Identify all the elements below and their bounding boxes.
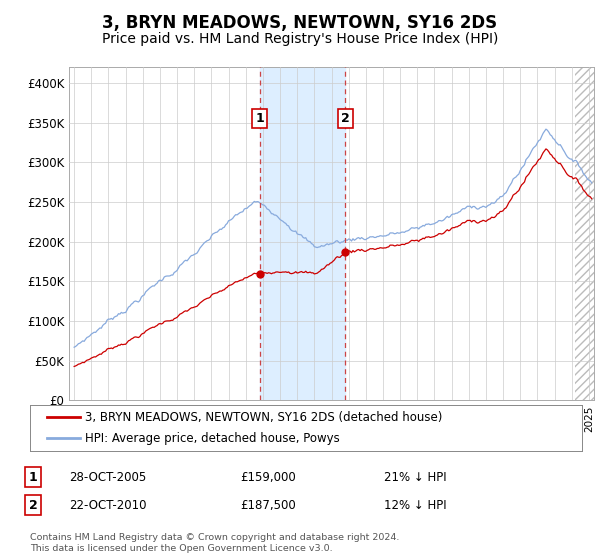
Text: 2: 2: [29, 498, 37, 512]
Text: 2: 2: [341, 112, 350, 125]
Text: 21% ↓ HPI: 21% ↓ HPI: [384, 470, 446, 484]
Text: Price paid vs. HM Land Registry's House Price Index (HPI): Price paid vs. HM Land Registry's House …: [102, 32, 498, 46]
Text: 3, BRYN MEADOWS, NEWTOWN, SY16 2DS (detached house): 3, BRYN MEADOWS, NEWTOWN, SY16 2DS (deta…: [85, 411, 443, 424]
Text: HPI: Average price, detached house, Powys: HPI: Average price, detached house, Powy…: [85, 432, 340, 445]
Text: 3, BRYN MEADOWS, NEWTOWN, SY16 2DS: 3, BRYN MEADOWS, NEWTOWN, SY16 2DS: [103, 14, 497, 32]
Bar: [260, 67, 346, 400]
Text: 1: 1: [29, 470, 37, 484]
Bar: [575, 67, 594, 400]
Bar: [575, 67, 594, 400]
Text: £159,000: £159,000: [240, 470, 296, 484]
Text: Contains HM Land Registry data © Crown copyright and database right 2024.
This d: Contains HM Land Registry data © Crown c…: [30, 533, 400, 553]
Text: 28-OCT-2005: 28-OCT-2005: [69, 470, 146, 484]
Text: 12% ↓ HPI: 12% ↓ HPI: [384, 498, 446, 512]
Text: 1: 1: [256, 112, 264, 125]
Text: 22-OCT-2010: 22-OCT-2010: [69, 498, 146, 512]
Text: £187,500: £187,500: [240, 498, 296, 512]
